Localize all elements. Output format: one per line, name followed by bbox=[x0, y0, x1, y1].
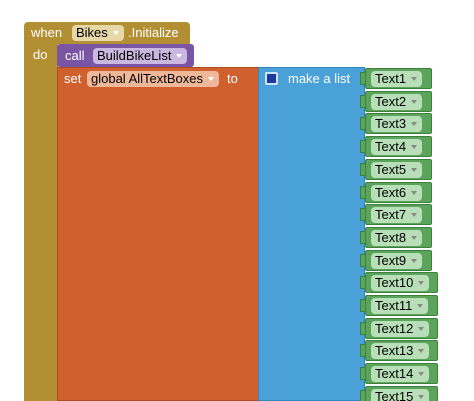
component-block[interactable]: Text9 bbox=[365, 249, 432, 271]
socket-notch bbox=[360, 389, 365, 401]
socket-notch bbox=[360, 253, 365, 267]
procedure-dropdown[interactable]: BuildBikeList bbox=[93, 48, 188, 64]
make-list-block[interactable] bbox=[258, 67, 365, 401]
socket-notch bbox=[360, 321, 365, 335]
to-keyword: to bbox=[227, 71, 238, 86]
component-block[interactable]: Text3 bbox=[365, 113, 432, 135]
component-dropdown[interactable]: Text12 bbox=[371, 320, 430, 337]
component-dropdown[interactable]: Text13 bbox=[371, 343, 430, 360]
component-block[interactable]: Text7 bbox=[365, 204, 432, 226]
component-dropdown[interactable]: Bikes bbox=[72, 25, 124, 41]
socket-notch bbox=[360, 162, 365, 176]
component-dropdown[interactable]: Text2 bbox=[371, 93, 423, 110]
component-block[interactable]: Text2 bbox=[365, 90, 432, 112]
socket-notch bbox=[360, 72, 365, 85]
component-block[interactable]: Text8 bbox=[365, 226, 432, 248]
socket-notch bbox=[360, 140, 365, 154]
event-keyword: when bbox=[31, 25, 63, 40]
event-body bbox=[24, 44, 58, 401]
component-block[interactable]: Text1 bbox=[365, 68, 432, 89]
component-block[interactable]: Text4 bbox=[365, 136, 432, 158]
socket-notch bbox=[360, 299, 365, 312]
socket-notch bbox=[360, 230, 365, 244]
component-block[interactable]: Text6 bbox=[365, 181, 432, 203]
socket-notch bbox=[360, 276, 365, 290]
component-block[interactable]: Text14 bbox=[365, 363, 438, 385]
component-dropdown[interactable]: Text8 bbox=[371, 229, 423, 246]
component-dropdown[interactable]: Text11 bbox=[371, 298, 429, 314]
component-dropdown[interactable]: Text10 bbox=[371, 275, 430, 292]
component-dropdown[interactable]: Text3 bbox=[371, 116, 423, 133]
component-block[interactable]: Text12 bbox=[365, 317, 438, 339]
component-dropdown[interactable]: Text9 bbox=[371, 252, 423, 269]
call-keyword: call bbox=[65, 48, 85, 63]
socket-notch bbox=[360, 344, 365, 358]
component-block[interactable]: Text11 bbox=[365, 295, 438, 316]
set-block[interactable] bbox=[57, 67, 259, 401]
component-dropdown[interactable]: Text1 bbox=[371, 71, 423, 87]
socket-notch bbox=[360, 208, 365, 222]
component-dropdown[interactable]: Text14 bbox=[371, 366, 430, 383]
component-block[interactable]: Text15 bbox=[365, 385, 438, 401]
variable-dropdown[interactable]: global AllTextBoxes bbox=[87, 71, 220, 87]
do-keyword: do bbox=[33, 47, 48, 62]
socket-notch bbox=[360, 117, 365, 131]
socket-notch bbox=[360, 94, 365, 108]
component-block[interactable]: Text10 bbox=[365, 272, 438, 294]
mutator-icon[interactable] bbox=[265, 72, 278, 85]
socket-notch bbox=[360, 367, 365, 381]
event-name: .Initialize bbox=[128, 25, 179, 40]
component-dropdown[interactable]: Text6 bbox=[371, 184, 423, 201]
component-dropdown[interactable]: Text15 bbox=[371, 388, 430, 401]
socket-notch bbox=[360, 185, 365, 199]
component-dropdown[interactable]: Text5 bbox=[371, 161, 423, 178]
component-dropdown[interactable]: Text7 bbox=[371, 207, 423, 224]
set-keyword: set bbox=[64, 71, 82, 86]
make-list-label: make a list bbox=[288, 71, 351, 86]
component-block[interactable]: Text5 bbox=[365, 158, 432, 180]
component-block[interactable]: Text13 bbox=[365, 340, 438, 362]
component-dropdown[interactable]: Text4 bbox=[371, 139, 423, 156]
